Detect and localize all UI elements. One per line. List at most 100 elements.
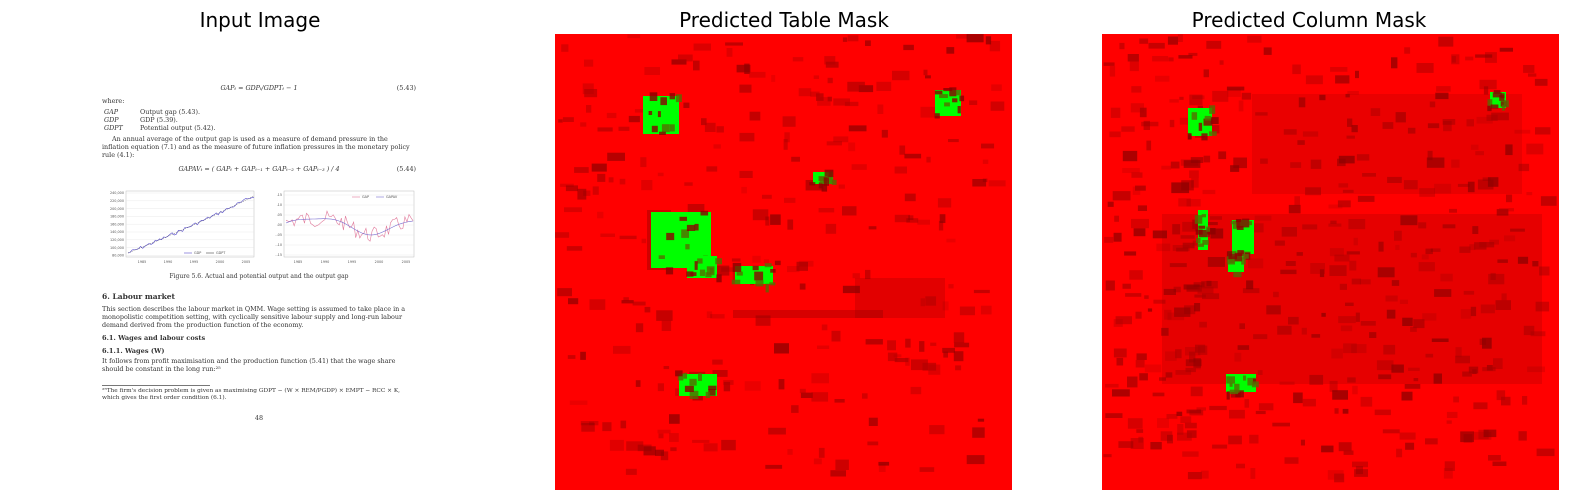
- mask-noise-cell: [1255, 112, 1268, 116]
- mask-noise-cell: [784, 132, 790, 143]
- mask-noise-cell: [1133, 228, 1146, 237]
- mask-noise-cell: [1190, 386, 1203, 397]
- mask-edge-cell: [659, 131, 666, 135]
- mask-noise-cell: [862, 393, 868, 399]
- mask-noise-cell: [842, 206, 857, 216]
- mask-noise-cell: [684, 182, 693, 186]
- mask-noise-cell: [1436, 86, 1451, 92]
- mask-edge-cell: [708, 385, 717, 390]
- mask-noise-cell: [739, 84, 752, 93]
- mask-noise-cell: [1138, 436, 1144, 443]
- mask-edge-cell: [831, 179, 837, 185]
- right-chart-gap-line: [285, 210, 414, 242]
- mask-noise-cell: [1328, 223, 1342, 227]
- mask-noise-cell: [1517, 256, 1529, 264]
- mask-noise-cell: [792, 57, 804, 62]
- mask-noise-cell: [827, 96, 832, 102]
- mask-noise-cell: [1535, 127, 1551, 135]
- mask-noise-cell: [736, 64, 751, 73]
- mask-noise-cell: [1440, 273, 1453, 282]
- mask-noise-cell: [848, 142, 856, 152]
- legend-label: GDP: [194, 251, 201, 255]
- mask-noise-cell: [693, 60, 700, 71]
- mask-noise-cell: [1257, 370, 1263, 375]
- mask-edge-cell: [665, 267, 674, 275]
- mask-noise-cell: [1114, 215, 1119, 222]
- mask-noise-cell: [1386, 309, 1396, 319]
- mask-noise-cell: [1418, 262, 1435, 272]
- mask-noise-cell: [929, 425, 945, 435]
- mask-noise-cell: [1396, 448, 1403, 458]
- mask-edge-cell: [1229, 389, 1239, 395]
- y-tick-label: 200,000: [110, 207, 124, 211]
- mask-noise-cell: [755, 315, 771, 326]
- mask-noise-cell: [1338, 442, 1352, 452]
- mask-noise-cell: [948, 139, 959, 143]
- mask-noise-cell: [1206, 222, 1218, 226]
- mask-noise-cell: [1342, 189, 1354, 193]
- mask-noise-cell: [1241, 92, 1252, 100]
- mask-noise-cell: [1446, 411, 1458, 418]
- mask-noise-cell: [1187, 472, 1202, 480]
- mask-noise-cell: [625, 468, 637, 475]
- mask-noise-cell: [1470, 306, 1477, 317]
- mask-edge-cell: [681, 229, 689, 238]
- mask-noise-cell: [1460, 309, 1472, 319]
- mask-noise-cell: [1165, 372, 1173, 378]
- mask-noise-cell: [1451, 54, 1460, 65]
- mask-noise-cell: [1465, 56, 1474, 61]
- mask-noise-cell: [1113, 319, 1123, 327]
- right-chart-y-ticks: .15 .10 .05 .00 -.05 -.10 -.15: [275, 193, 282, 257]
- mask-noise-cell: [1105, 383, 1119, 388]
- mask-noise-cell: [1310, 159, 1322, 169]
- section-heading: 6. Labour market: [102, 292, 176, 301]
- mask-noise-cell: [1501, 396, 1511, 406]
- mask-edge-cell: [1210, 117, 1219, 124]
- equation-number: (5.43): [396, 84, 416, 92]
- y-tick-label: -.10: [275, 243, 282, 247]
- mask-noise-cell: [591, 163, 607, 172]
- mask-noise-cell: [1526, 192, 1533, 196]
- mask-noise-cell: [1442, 119, 1456, 125]
- right-chart: .15 .10 .05 .00 -.05 -.10 -.15 1985 1990 1995 200…: [275, 190, 415, 264]
- mask-noise-cell: [1211, 125, 1220, 134]
- mask-noise-cell: [606, 112, 617, 119]
- mask-noise-cell: [1453, 396, 1459, 403]
- mask-edge-cell: [752, 265, 759, 271]
- mask-noise-cell: [1193, 282, 1205, 287]
- mask-edge-cell: [1487, 99, 1493, 106]
- right-chart-x-ticks: 1985 1990 1995 2000 2005: [294, 260, 411, 264]
- mask-noise-cell: [1347, 118, 1353, 127]
- mask-noise-cell: [644, 306, 651, 313]
- mask-noise-cell: [799, 283, 806, 290]
- mask-noise-cell: [1356, 154, 1370, 161]
- mask-noise-cell: [582, 83, 594, 95]
- mask-noise-cell: [903, 44, 914, 51]
- mask-noise-cell: [1488, 273, 1505, 285]
- mask-noise-cell: [919, 341, 925, 352]
- mask-edge-cell: [1198, 122, 1203, 131]
- mask-noise-cell: [1254, 215, 1272, 221]
- mask-noise-cell: [1209, 405, 1227, 411]
- mask-noise-cell: [827, 77, 833, 84]
- mask-noise-cell: [715, 265, 730, 276]
- mask-edge-cell: [1492, 92, 1502, 98]
- mask-noise-cell: [1182, 242, 1195, 249]
- mask-noise-cell: [826, 141, 842, 146]
- mask-noise-cell: [744, 381, 761, 391]
- mask-noise-cell: [1279, 381, 1295, 385]
- mask-noise-cell: [1391, 364, 1404, 373]
- mask-noise-cell: [1523, 65, 1535, 73]
- mask-noise-cell: [906, 218, 919, 223]
- mask-noise-cell: [791, 156, 800, 162]
- mask-noise-cell: [641, 238, 647, 244]
- left-chart-gdp-line: [127, 197, 254, 254]
- mask-edge-cell: [770, 269, 776, 273]
- mask-noise-cell: [1486, 114, 1498, 121]
- mask-edge-cell: [1241, 257, 1246, 265]
- mask-edge-cell: [1197, 243, 1204, 247]
- mask-edge-cell: [736, 271, 743, 276]
- mask-noise-cell: [1172, 245, 1190, 252]
- mask-edge-cell: [765, 283, 769, 293]
- mask-noise-cell: [634, 109, 650, 113]
